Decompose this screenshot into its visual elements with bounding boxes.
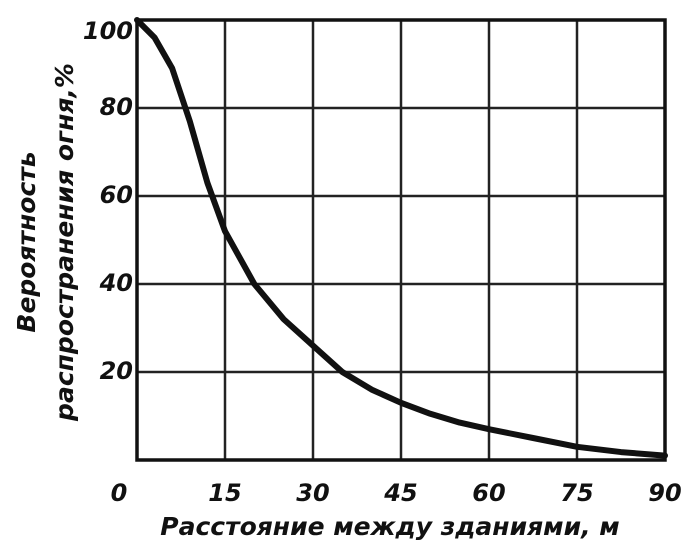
y-tick-label: 20 (100, 357, 133, 385)
x-axis-label: Расстояние между зданиями, м (160, 512, 619, 541)
plot-frame (135, 18, 667, 462)
x-tick-label: 90 (648, 479, 681, 507)
y-tick-label: 80 (100, 93, 133, 121)
y-axis-label: распространения огня,% (50, 63, 79, 422)
y-axis-label: Вероятность (12, 151, 41, 332)
x-tick-label: 45 (383, 479, 417, 507)
x-tick-label: 0 (111, 479, 128, 507)
y-tick-label: 60 (100, 181, 133, 209)
x-tick-label: 30 (296, 479, 329, 507)
x-tick-label: 15 (208, 479, 241, 507)
y-tick-label: 40 (99, 269, 133, 297)
data-line (134, 17, 668, 459)
x-tick-label: 60 (472, 479, 505, 507)
y-tick-label: 100 (83, 17, 133, 45)
x-tick-label: 75 (560, 479, 593, 507)
